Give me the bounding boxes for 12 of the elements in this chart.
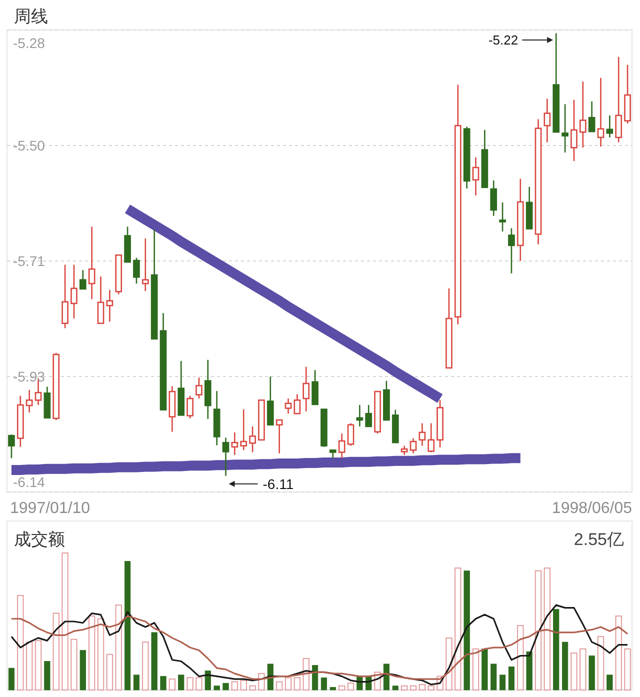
text: 1997/01/10 — [10, 500, 90, 517]
y-tick-label: -5.71 — [13, 253, 46, 269]
annotation: -6.11 — [262, 476, 294, 492]
y-tick-label: -5.93 — [13, 368, 46, 384]
y-tick-label: -5.50 — [13, 138, 46, 154]
chart-title: 周线 — [14, 7, 48, 26]
text: 1998/06/05 — [552, 500, 632, 517]
chart-title: 成交额 — [14, 530, 65, 549]
y-tick-label: -5.28 — [13, 35, 46, 51]
annotation: -5.22 — [488, 32, 518, 48]
y-tick-label: -6.14 — [13, 474, 46, 490]
text: 2.55亿 — [574, 530, 624, 549]
